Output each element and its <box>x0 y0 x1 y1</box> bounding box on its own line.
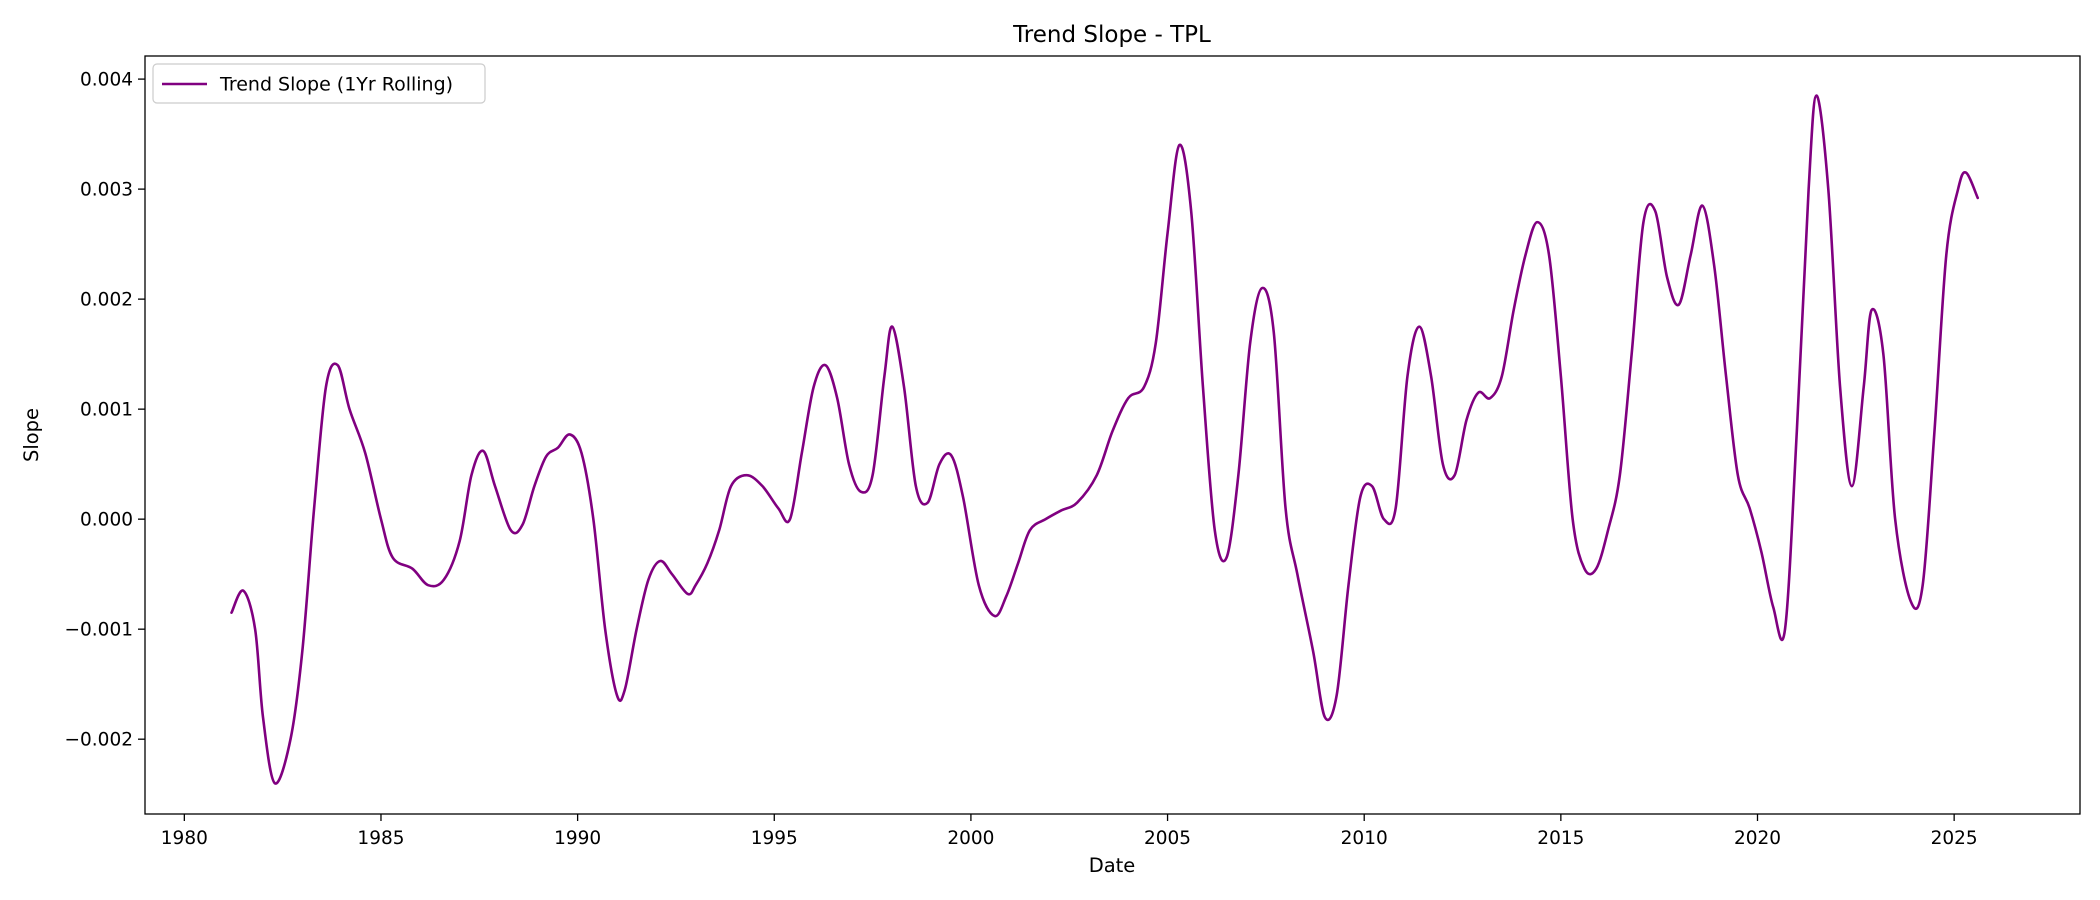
x-tick-label: 2010 <box>1341 828 1388 849</box>
y-tick-label: 0.001 <box>80 400 133 421</box>
plot-frame <box>144 55 2081 815</box>
x-tick-label: 1990 <box>554 828 601 849</box>
x-tick-label: 1995 <box>751 828 798 849</box>
series-line <box>230 94 1980 785</box>
y-axis-ticks: −0.002 −0.001 0.000 0.001 0.002 0.003 0.004 <box>65 70 145 751</box>
x-axis-ticks: 1980 1985 1990 1995 2000 2005 2010 2015 2020 2025 <box>161 814 1978 849</box>
x-tick-label: 2020 <box>1734 828 1781 849</box>
x-tick-label: 2000 <box>947 828 994 849</box>
y-tick-label: −0.002 <box>65 730 133 751</box>
legend: Trend Slope (1Yr Rolling) <box>152 63 486 104</box>
y-tick-label: 0.002 <box>80 290 133 311</box>
y-tick-label: −0.001 <box>65 620 133 641</box>
x-tick-label: 1980 <box>161 828 208 849</box>
x-tick-label: 2015 <box>1537 828 1584 849</box>
x-axis-label: Date <box>1089 854 1136 877</box>
x-tick-label: 2005 <box>1144 828 1191 849</box>
y-tick-label: 0.000 <box>80 510 133 531</box>
y-tick-label: 0.004 <box>80 70 133 91</box>
legend-label: Trend Slope (1Yr Rolling) <box>219 74 453 96</box>
chart-title: Trend Slope - TPL <box>1012 22 1211 48</box>
x-tick-label: 1985 <box>357 828 404 849</box>
legend-box <box>152 63 486 104</box>
x-tick-label: 2025 <box>1931 828 1978 849</box>
y-axis-label: Slope <box>20 408 43 462</box>
y-tick-label: 0.003 <box>80 180 133 201</box>
